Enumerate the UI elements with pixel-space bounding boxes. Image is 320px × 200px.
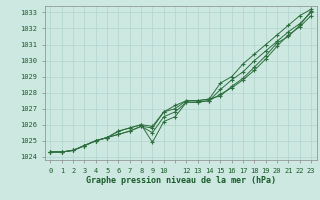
X-axis label: Graphe pression niveau de la mer (hPa): Graphe pression niveau de la mer (hPa) [86, 176, 276, 185]
